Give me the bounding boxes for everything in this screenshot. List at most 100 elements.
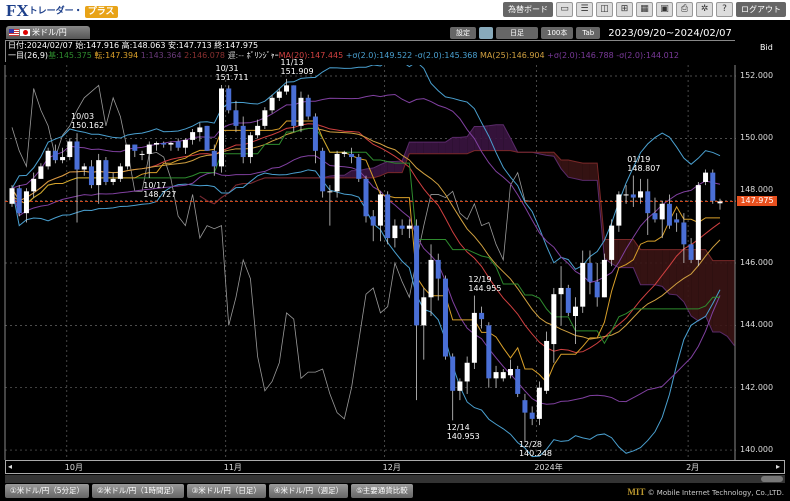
ichimoku-cloud bbox=[344, 170, 352, 178]
price-annotation: 12/28 140.248 bbox=[518, 440, 553, 458]
ichimoku-cloud bbox=[366, 168, 374, 178]
candle-body bbox=[522, 400, 528, 413]
scroll-right-arrow[interactable]: ▸ bbox=[776, 462, 781, 471]
ichimoku-cloud bbox=[416, 142, 424, 154]
price-annotation: 10/03 150.162 bbox=[71, 112, 105, 131]
candle-body bbox=[190, 132, 196, 140]
candle-body bbox=[414, 225, 420, 326]
ichimoku-cloud bbox=[698, 249, 706, 321]
ichimoku-cloud bbox=[488, 124, 497, 151]
ichimoku-cloud bbox=[633, 239, 641, 285]
candle-body bbox=[88, 166, 94, 186]
toolbar: 為替ボード ▭ ☰ ◫ ⊞ ▦ ▣ ⎙ ✲ ? ログアウト bbox=[503, 2, 786, 17]
bottom-tab-5min[interactable]: ①米ドル/円（5分足） bbox=[5, 484, 90, 498]
ichimoku-cloud bbox=[423, 142, 432, 154]
copyright: MIT © Mobile Internet Technology, Co.,LT… bbox=[627, 487, 784, 497]
ichimoku-cloud bbox=[459, 136, 468, 154]
ichimoku-cloud bbox=[662, 249, 670, 295]
bid-label: Bid bbox=[760, 43, 773, 52]
candle-body bbox=[255, 125, 261, 136]
print-icon[interactable]: ⎙ bbox=[676, 2, 693, 17]
ichimoku-cloud bbox=[387, 161, 395, 173]
ichimoku-cloud bbox=[561, 160, 569, 178]
candle-body bbox=[356, 157, 362, 179]
price-annotation: 01/19 148.807 bbox=[627, 154, 661, 173]
help-icon[interactable]: ? bbox=[716, 2, 733, 17]
scrollbar-thumb[interactable] bbox=[761, 476, 783, 482]
date-range: 2023/09/20~2024/02/07 bbox=[608, 27, 732, 39]
lower25-value: -σ(2.0):144.012 bbox=[616, 51, 679, 60]
ichimoku-cloud bbox=[676, 249, 684, 302]
ichimoku-cloud bbox=[618, 239, 627, 268]
candle-body bbox=[594, 281, 600, 298]
ma20-value: MA(20):147.445 bbox=[278, 51, 344, 60]
y-tick-label: 140.000 bbox=[740, 445, 774, 455]
candle-body bbox=[666, 203, 672, 226]
tab-usdjpy[interactable]: 米ドル/円 bbox=[6, 26, 90, 39]
candle-body bbox=[175, 141, 181, 148]
ichimoku-cloud bbox=[380, 161, 388, 176]
layout-columns-icon[interactable]: ◫ bbox=[596, 2, 613, 17]
ichimoku-cloud bbox=[705, 249, 713, 332]
candle-body bbox=[385, 194, 391, 239]
price-annotation: 11/13 151.909 bbox=[280, 57, 314, 76]
ichimoku-cloud bbox=[496, 124, 504, 151]
indicator-info: 日付:2024/02/07 始:147.916 高:148.063 安:147.… bbox=[5, 40, 735, 62]
candle-body bbox=[486, 325, 492, 379]
logout-button[interactable]: ログアウト bbox=[736, 2, 786, 17]
candle-body bbox=[226, 88, 232, 111]
candle-body bbox=[31, 178, 37, 192]
timeframe-select[interactable]: 日足 bbox=[496, 27, 538, 39]
candlestick-chart[interactable] bbox=[0, 65, 736, 460]
ichimoku-cloud bbox=[467, 126, 475, 154]
candle-body bbox=[45, 150, 51, 167]
candle-body bbox=[479, 312, 485, 320]
bottom-tab-daily[interactable]: ③米ドル/円（日足） bbox=[186, 484, 266, 498]
ichimoku-cloud bbox=[452, 137, 460, 154]
chart-scrollbar[interactable] bbox=[5, 475, 785, 483]
logo-text: FX bbox=[6, 1, 29, 20]
layout-rows-icon[interactable]: ☰ bbox=[576, 2, 593, 17]
candle-body bbox=[695, 185, 701, 260]
candle-body bbox=[60, 157, 66, 161]
candle-body bbox=[132, 144, 138, 151]
candle-body bbox=[406, 225, 412, 229]
ichimoku-cloud bbox=[431, 142, 439, 154]
senkou-span-b-line bbox=[199, 150, 735, 262]
candle-body bbox=[710, 172, 716, 201]
candle-body bbox=[442, 278, 448, 357]
bottom-tab-1hour[interactable]: ②米ドル/円（1時間足） bbox=[92, 484, 184, 498]
candle-body bbox=[370, 216, 376, 226]
candle-body bbox=[291, 85, 297, 126]
ohlc-readout: 日付:2024/02/07 始:147.916 高:148.063 安:147.… bbox=[8, 41, 259, 50]
candle-body bbox=[81, 166, 87, 170]
layout-single-icon[interactable]: ▭ bbox=[556, 2, 573, 17]
bars-select[interactable]: 100本 bbox=[541, 27, 574, 39]
save-icon[interactable]: ▣ bbox=[656, 2, 673, 17]
bottom-tab-weekly[interactable]: ④米ドル/円（週足） bbox=[268, 484, 349, 498]
price-annotation: 12/14 140.953 bbox=[446, 423, 480, 442]
candle-body bbox=[703, 172, 709, 182]
logo-sub: トレーダー・ bbox=[28, 6, 83, 17]
candle-body bbox=[399, 225, 405, 229]
gear-icon[interactable]: ✲ bbox=[696, 2, 713, 17]
bottom-tab-compare[interactable]: ⑤主要通貨比較 bbox=[351, 484, 413, 498]
candle-body bbox=[544, 340, 550, 391]
price-annotation: 12/19 144.955 bbox=[468, 274, 502, 293]
ichimoku-cloud bbox=[575, 161, 583, 181]
layout-grid-icon[interactable]: ▦ bbox=[636, 2, 653, 17]
ma25-line bbox=[11, 127, 721, 340]
candle-body bbox=[9, 188, 15, 204]
candle-body bbox=[688, 244, 694, 260]
candle-body bbox=[125, 144, 131, 167]
candle-body bbox=[16, 188, 22, 214]
scroll-left-arrow[interactable]: ◂ bbox=[8, 462, 13, 471]
rate-board-button[interactable]: 為替ボード bbox=[503, 2, 553, 17]
layout-quad-icon[interactable]: ⊞ bbox=[616, 2, 633, 17]
settings-button[interactable]: 設定 bbox=[450, 27, 476, 39]
ichimoku-cloud bbox=[683, 249, 692, 316]
candle-body bbox=[638, 191, 644, 198]
tab-button[interactable]: Tab bbox=[576, 27, 601, 39]
upper25-value: +σ(2.0):146.788 bbox=[547, 51, 614, 60]
pen-icon[interactable] bbox=[479, 27, 493, 39]
